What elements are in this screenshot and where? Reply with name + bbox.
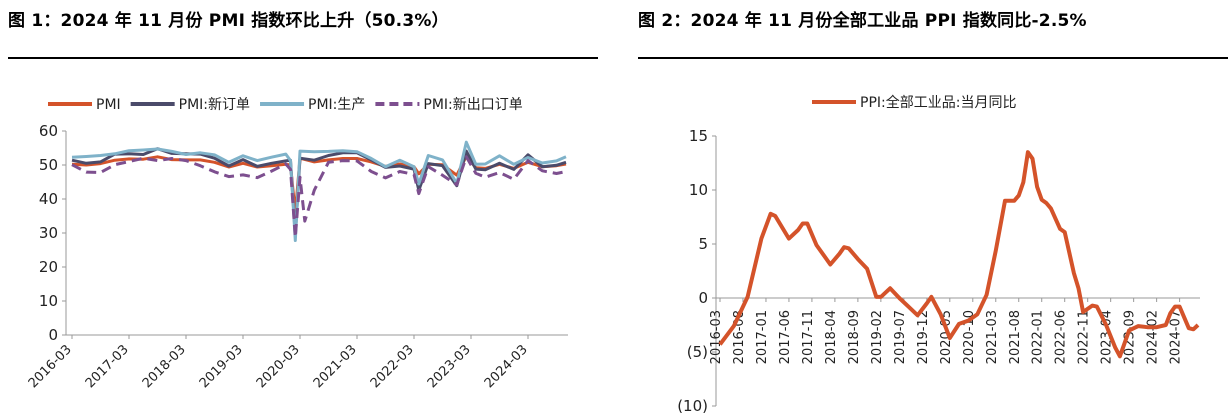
y-tick-label: (5) (687, 343, 708, 361)
y-tick-label: 10 (39, 292, 58, 310)
pmi-chart: PMI PMI:新订单 PMI:生产 PMI:新出口订单010203040506020… (26, 97, 568, 391)
x-tick-label: 2024-02 (1146, 310, 1161, 364)
x-tick-label: 2022-06 (1054, 310, 1069, 364)
x-tick-label: 2024-07 (1169, 310, 1184, 364)
x-tick-label: 2017-11 (801, 310, 816, 364)
y-tick-label: 0 (698, 289, 708, 307)
figure-1-title-rule (8, 57, 598, 59)
x-tick-label: 2017-01 (755, 310, 770, 364)
series-line-4 (71, 155, 567, 239)
legend-item-2: PMI:新订单 (130, 97, 250, 113)
x-tick-label: 2021-08 (1008, 310, 1023, 364)
y-tick-label: 20 (39, 258, 58, 276)
legend-item-1: PPI:全部工业品:当月同比 (812, 94, 1016, 111)
x-tick-label: 2019-07 (893, 310, 908, 364)
legend-label: PPI:全部工业品:当月同比 (860, 94, 1016, 111)
x-tick-label: 2018-04 (824, 310, 839, 364)
y-tick-label: 30 (39, 224, 58, 242)
x-tick-label: 2018-09 (847, 310, 862, 364)
figure-1-title: 图 1：2024 年 11 月份 PMI 指数环比上升（50.3%） (8, 11, 449, 31)
y-tick-label: 15 (689, 127, 708, 145)
x-tick-label: 2017-06 (778, 310, 793, 364)
figure-2-title-rule (638, 57, 1228, 59)
x-tick-label: 2022-11 (1077, 310, 1092, 364)
y-tick-label: 5 (698, 235, 708, 253)
series-line-1 (718, 150, 1200, 359)
legend-item-4: PMI:新出口订单 (375, 97, 523, 113)
x-tick-label: 2021-03 (985, 310, 1000, 364)
series-line-3 (71, 140, 567, 242)
x-tick-label: 2019-12 (916, 310, 931, 364)
legend-label: PMI (96, 97, 121, 113)
legend-label: PMI:生产 (308, 97, 365, 113)
legend-label: PMI:新订单 (179, 97, 250, 113)
legend-item-3: PMI:生产 (260, 97, 365, 113)
y-tick-label: 40 (39, 190, 58, 208)
y-tick-label: 10 (689, 181, 708, 199)
figure-2-title: 图 2：2024 年 11 月份全部工业品 PPI 指数同比-2.5% (638, 11, 1087, 31)
x-tick-label: 2016-03 (709, 310, 724, 364)
x-tick-label: 2023-09 (1123, 310, 1138, 364)
y-tick-label: (10) (677, 397, 708, 415)
y-tick-label: 60 (39, 122, 58, 140)
legend-label: PMI:新出口订单 (423, 97, 522, 113)
x-tick-label: 2019-02 (870, 310, 885, 364)
x-tick-label: 2022-01 (1031, 310, 1046, 364)
y-tick-label: 0 (48, 326, 58, 344)
legend-item-1: PMI (48, 97, 121, 113)
y-tick-label: 50 (39, 156, 58, 174)
